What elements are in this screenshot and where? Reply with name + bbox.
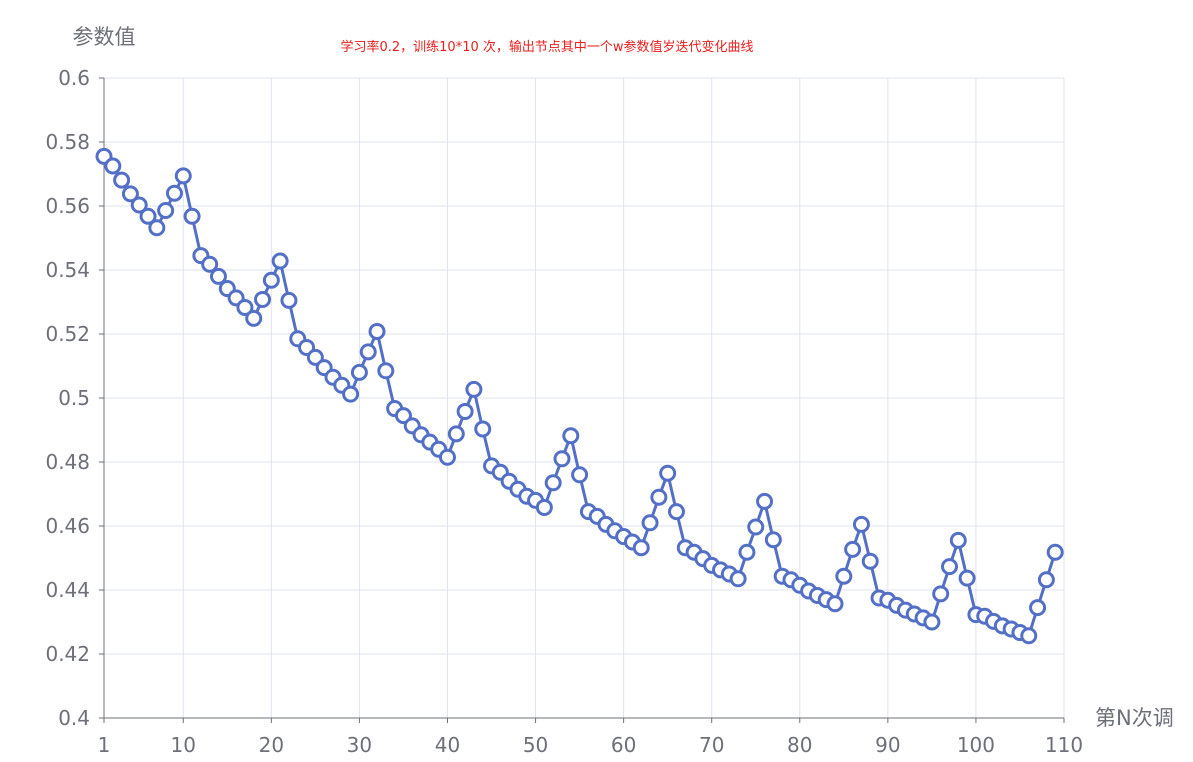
series-line [102, 155, 1057, 638]
data-point [104, 157, 122, 175]
data-point [764, 531, 782, 549]
data-point [157, 201, 175, 219]
data-point [209, 267, 227, 285]
data-point [280, 291, 298, 309]
data-point [236, 298, 254, 316]
data-point [571, 466, 589, 484]
data-point [535, 498, 553, 516]
y-tick-label: 0.46 [45, 514, 90, 538]
data-point [1029, 599, 1047, 617]
data-point [756, 492, 774, 510]
x-tick-label: 50 [523, 733, 548, 757]
data-point [130, 196, 148, 214]
data-point [465, 380, 483, 398]
data-point [183, 207, 201, 225]
data-point [1037, 571, 1055, 589]
data-point [844, 540, 862, 558]
data-point [641, 514, 659, 532]
data-point [474, 420, 492, 438]
chart-title: 学习率0.2，训练10*10 次，输出节点其中一个w参数值岁迭代变化曲线 [340, 40, 754, 55]
data-point [562, 427, 580, 445]
data-point [201, 255, 219, 273]
y-tick-label: 0.6 [58, 66, 90, 90]
data-point [667, 503, 685, 521]
data-point [174, 167, 192, 185]
data-point [544, 474, 562, 492]
y-axis-title: 参数值 [73, 25, 136, 49]
y-tick-label: 0.52 [45, 322, 90, 346]
data-point [729, 570, 747, 588]
data-point [438, 448, 456, 466]
data-point [826, 595, 844, 613]
data-point [941, 558, 959, 576]
data-point [359, 343, 377, 361]
y-tick-label: 0.58 [45, 130, 90, 154]
data-point [923, 613, 941, 631]
data-point [377, 362, 395, 380]
x-tick-label: 40 [435, 733, 460, 757]
x-tick-label: 60 [611, 733, 636, 757]
data-point [852, 515, 870, 533]
x-tick-label: 110 [1045, 733, 1083, 757]
x-tick-label: 70 [699, 733, 724, 757]
data-point [306, 348, 324, 366]
x-tick-label: 10 [171, 733, 196, 757]
x-tick-label: 1 [98, 733, 111, 757]
data-point [121, 185, 139, 203]
data-point [632, 539, 650, 557]
data-point [113, 171, 131, 189]
y-tick-label: 0.54 [45, 258, 90, 282]
data-point [139, 207, 157, 225]
y-tick-label: 0.56 [45, 194, 90, 218]
x-tick-label: 80 [787, 733, 812, 757]
data-point [262, 271, 280, 289]
data-point [932, 585, 950, 603]
y-tick-label: 0.44 [45, 578, 90, 602]
data-point [368, 322, 386, 340]
data-point [861, 552, 879, 570]
data-point [148, 219, 166, 237]
y-tick-label: 0.48 [45, 450, 90, 474]
data-point [456, 402, 474, 420]
data-point [165, 184, 183, 202]
data-point [835, 567, 853, 585]
data-point [271, 252, 289, 270]
data-point [1020, 627, 1038, 645]
x-tick-label: 20 [259, 733, 284, 757]
data-point [949, 531, 967, 549]
data-point [553, 450, 571, 468]
data-point [738, 543, 756, 561]
y-tick-label: 0.42 [45, 642, 90, 666]
x-tick-label: 30 [347, 733, 372, 757]
data-point [394, 407, 412, 425]
data-point [659, 464, 677, 482]
data-point [447, 425, 465, 443]
data-point [747, 518, 765, 536]
data-point [342, 385, 360, 403]
data-point [350, 363, 368, 381]
data-point [650, 488, 668, 506]
x-axis-title: 第N次调 [1095, 706, 1174, 730]
data-point [958, 569, 976, 587]
x-tick-label: 100 [957, 733, 995, 757]
data-point [1046, 543, 1064, 561]
data-point [245, 309, 263, 327]
y-tick-label: 0.5 [58, 386, 90, 410]
y-tick-label: 0.4 [58, 706, 90, 730]
data-point [254, 290, 272, 308]
x-tick-label: 90 [875, 733, 900, 757]
